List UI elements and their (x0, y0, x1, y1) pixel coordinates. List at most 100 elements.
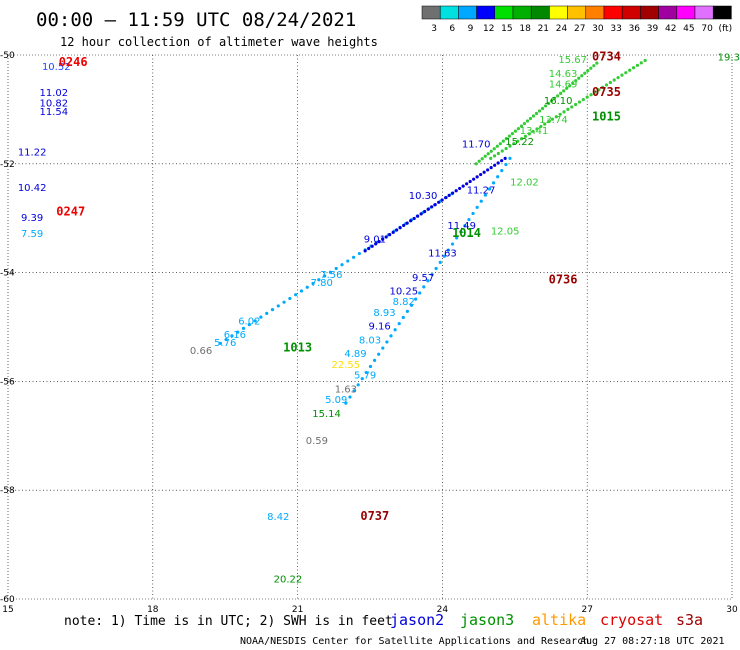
track-dot (482, 170, 486, 174)
colorbar-swatch (712, 5, 732, 20)
track-dot (496, 151, 500, 156)
wave-height-label: 11.02 (40, 88, 69, 99)
wave-height-label: 0.59 (306, 436, 328, 447)
track-dot (608, 80, 612, 85)
track-dot (543, 122, 547, 126)
colorbar-swatch (676, 5, 696, 20)
track-dot (395, 228, 399, 232)
x-tick-label: 24 (437, 605, 449, 615)
track-dot (377, 352, 381, 356)
y-tick-label: -58 (0, 486, 15, 496)
wave-height-label: 6.02 (238, 316, 260, 327)
track-dot (559, 91, 563, 95)
track-dot (593, 90, 597, 94)
track-dot (430, 205, 434, 209)
track-dot (346, 259, 350, 263)
track-dot (405, 309, 410, 313)
wave-height-label: 8.82 (393, 297, 415, 308)
track-dot (558, 112, 562, 116)
track-dot (577, 76, 581, 80)
track-dot (562, 89, 566, 93)
track-dot (372, 358, 377, 362)
satellite-legend-s3a: s3a (676, 611, 703, 629)
colorbar-swatch (512, 5, 532, 20)
track-dot (259, 315, 263, 319)
satellite-legend-jason3: jason3 (460, 611, 514, 629)
track-dot (570, 105, 574, 109)
track-dot (498, 142, 502, 146)
track-dot (455, 236, 459, 240)
track-dot (510, 132, 514, 136)
track-dot (574, 79, 578, 83)
track-dot (363, 249, 367, 253)
track-dot (496, 161, 500, 165)
track-dot (486, 152, 490, 156)
track-dot (523, 134, 528, 138)
track-dot (356, 383, 360, 387)
track-dot (475, 175, 479, 179)
track-dot (486, 168, 490, 172)
wave-height-label: 8.93 (373, 308, 395, 319)
track-dot (384, 235, 388, 239)
track-dot (465, 182, 469, 186)
track-dot (492, 154, 497, 158)
track-dot (475, 205, 479, 209)
track-dot (241, 326, 246, 330)
track-dot (568, 84, 572, 88)
wave-height-label: 11.49 (447, 221, 476, 232)
track-dot (531, 114, 536, 118)
track-dot (434, 266, 438, 271)
wave-height-label: 5.79 (354, 371, 376, 382)
y-tick-label: -52 (0, 160, 15, 170)
colorbar-swatch (603, 5, 623, 20)
track-dot (585, 95, 589, 99)
wave-height-label: 7.56 (320, 270, 342, 281)
footer-note: note: 1) Time is in UTC; 2) SWH is in fe… (64, 614, 393, 629)
time-annotation: 1013 (283, 340, 312, 354)
track-dot (516, 139, 520, 143)
colorbar-swatch (549, 5, 568, 20)
track-dot (554, 115, 558, 119)
track-dot (385, 340, 389, 344)
track-dot (368, 364, 373, 369)
colorbar-swatch (621, 5, 641, 20)
track-dot (643, 58, 647, 63)
colorbar-swatch (458, 5, 477, 20)
time-annotation: 0735 (592, 85, 621, 99)
track-dot (513, 129, 518, 133)
track-dot (282, 300, 286, 304)
x-tick-label: 27 (581, 605, 592, 615)
track-dot (597, 88, 601, 92)
track-dot (500, 169, 504, 173)
track-dot (444, 196, 448, 200)
track-dot (430, 273, 434, 277)
track-dot (360, 377, 364, 381)
track-dot (402, 223, 406, 228)
track-dot (265, 311, 269, 315)
track-dot (543, 104, 548, 108)
track-dot (487, 187, 492, 191)
track-dot (247, 323, 251, 327)
chart-subtitle: 12 hour collection of altimeter wave hei… (60, 35, 378, 49)
track-dot (550, 117, 555, 121)
colorbar-swatch (530, 5, 550, 20)
wave-height-label: 13.41 (520, 126, 549, 137)
track-dot (522, 121, 527, 126)
credit-text: NOAA/NESDIS Center for Satellite Applica… (240, 636, 589, 647)
track-dot (317, 278, 321, 282)
track-dot (616, 75, 620, 80)
track-dot (493, 163, 497, 167)
wave-height-label: 11.63 (428, 248, 457, 259)
colorbar-label: 18 (519, 24, 531, 34)
track-dot (565, 86, 569, 90)
wave-height-label: 11.54 (40, 107, 69, 118)
track-dot (571, 81, 575, 85)
colorbar-label: 21 (538, 24, 549, 34)
track-dot (525, 119, 530, 123)
satellite-legend: jason2 jason3 altika cryosat s3a (390, 611, 703, 629)
colorbar-label: 39 (647, 24, 659, 34)
track-dot (442, 254, 446, 258)
wave-height-label: 1.63 (335, 384, 357, 395)
colorbar-label: 36 (629, 24, 641, 34)
track-dot (461, 184, 465, 188)
